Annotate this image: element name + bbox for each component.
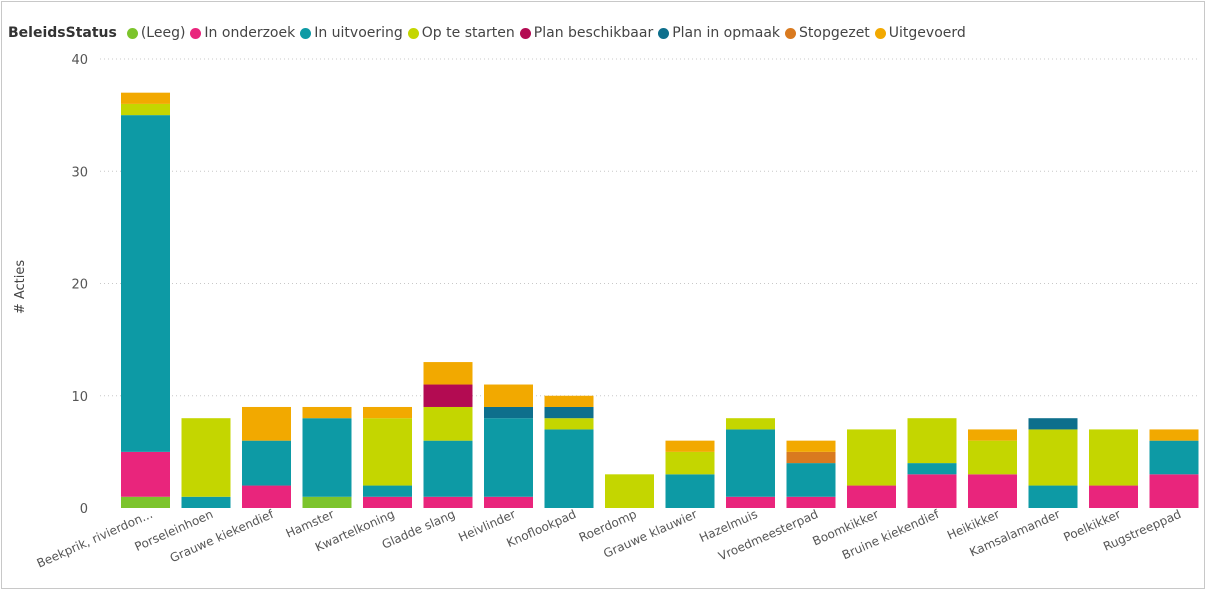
legend-item-in-uitvoering[interactable]: In uitvoering: [300, 25, 403, 41]
y-tick-label: 10: [71, 390, 88, 405]
legend-label: (Leeg): [140, 25, 186, 41]
bar-segment[interactable]: [907, 418, 957, 464]
bar-segment[interactable]: [544, 406, 594, 419]
legend-label: Uitgevoerd: [888, 25, 966, 41]
legend-item-plan-in-opmaak[interactable]: Plan in opmaak: [658, 25, 780, 41]
bar-segment[interactable]: [242, 406, 291, 441]
bar-segment[interactable]: [665, 474, 715, 508]
gridlines: [100, 58, 1198, 397]
bar-segment[interactable]: [121, 92, 170, 104]
bar-segment[interactable]: [181, 418, 231, 497]
x-axis-ticks: Beekprik, rivierdon...PorseleinhoenGrauw…: [35, 507, 1184, 571]
legend-label: Plan in opmaak: [672, 25, 781, 41]
bar-segment[interactable]: [847, 429, 896, 486]
bar-segment[interactable]: [786, 451, 836, 464]
bar-segment[interactable]: [907, 463, 957, 475]
y-axis-label: # Acties: [13, 260, 28, 315]
legend-swatch: [519, 27, 531, 39]
bar-segment[interactable]: [786, 496, 836, 508]
bar-segment[interactable]: [726, 496, 775, 508]
bar-segment[interactable]: [1089, 485, 1138, 508]
bar-segment[interactable]: [121, 103, 170, 116]
bar-segment[interactable]: [544, 429, 594, 508]
bar-segment[interactable]: [786, 440, 836, 452]
x-tick-label: Vroedmeesterpad: [716, 507, 820, 564]
bar-segment[interactable]: [302, 418, 352, 497]
bar-segment[interactable]: [1028, 485, 1078, 508]
bars: [121, 92, 1199, 508]
bar-segment[interactable]: [605, 474, 654, 508]
bar-segment[interactable]: [423, 362, 473, 385]
bar-segment[interactable]: [363, 485, 412, 497]
bar-segment[interactable]: [1028, 418, 1078, 430]
bar-segment[interactable]: [968, 474, 1017, 508]
bar-segment[interactable]: [302, 406, 352, 419]
bar-segment[interactable]: [968, 440, 1017, 475]
bar-segment[interactable]: [484, 496, 533, 508]
y-axis-ticks: 0 10 20 30 40: [71, 53, 88, 517]
bar-segment[interactable]: [1149, 474, 1199, 508]
bar-segment[interactable]: [363, 418, 412, 486]
y-tick-label: 40: [71, 53, 88, 68]
bar-segment[interactable]: [423, 384, 473, 407]
bar-segment[interactable]: [121, 496, 170, 508]
legend-item-leeg[interactable]: (Leeg): [126, 25, 186, 41]
legend-label: Op te starten: [421, 25, 515, 41]
legend-label: In uitvoering: [314, 25, 403, 41]
legend-swatch: [300, 27, 312, 39]
bar-segment[interactable]: [1089, 429, 1138, 486]
legend-label: In onderzoek: [204, 25, 296, 41]
legend: BeleidsStatus (Leeg) In onderzoek In uit…: [8, 23, 971, 43]
y-tick-label: 30: [71, 165, 88, 180]
bar-segment[interactable]: [968, 429, 1017, 441]
bar-segment[interactable]: [423, 406, 473, 441]
bar-segment[interactable]: [544, 418, 594, 430]
y-tick-label: 0: [80, 502, 88, 517]
bar-segment[interactable]: [726, 418, 775, 430]
bar-segment[interactable]: [181, 496, 231, 508]
bar-segment[interactable]: [1149, 429, 1199, 441]
bar-segment[interactable]: [121, 451, 170, 497]
x-tick-label: Knoflookpad: [504, 507, 578, 550]
bar-segment[interactable]: [907, 474, 957, 508]
legend-item-plan-beschikbaar[interactable]: Plan beschikbaar: [519, 25, 654, 41]
bar-segment[interactable]: [1149, 440, 1199, 475]
bar-segment[interactable]: [423, 440, 473, 497]
legend-swatch: [874, 27, 886, 39]
bar-segment[interactable]: [363, 406, 412, 419]
bar-segment[interactable]: [726, 429, 775, 497]
legend-title: BeleidsStatus: [8, 25, 117, 41]
bar-segment[interactable]: [665, 451, 715, 475]
bar-segment[interactable]: [484, 384, 533, 407]
legend-item-stopgezet[interactable]: Stopgezet: [785, 25, 870, 41]
bar-segment[interactable]: [242, 485, 291, 508]
legend-item-in-onderzoek[interactable]: In onderzoek: [190, 25, 295, 41]
bar-segment[interactable]: [484, 418, 533, 497]
bar-segment[interactable]: [847, 485, 896, 508]
legend-swatch: [658, 27, 670, 39]
bar-segment[interactable]: [484, 406, 533, 419]
legend-swatch: [785, 27, 797, 39]
legend-item-uitgevoerd[interactable]: Uitgevoerd: [874, 25, 966, 41]
bar-segment[interactable]: [302, 496, 352, 508]
bar-segment[interactable]: [121, 115, 170, 452]
legend-swatch: [407, 27, 419, 39]
y-tick-label: 20: [71, 278, 88, 293]
bar-segment[interactable]: [242, 440, 291, 486]
x-tick-label: Grauwe kiekendief: [168, 507, 277, 566]
legend-label: Stopgezet: [799, 25, 870, 41]
bar-segment[interactable]: [423, 496, 473, 508]
legend-item-op-te-starten[interactable]: Op te starten: [407, 25, 515, 41]
legend-swatch: [126, 27, 138, 39]
bar-segment[interactable]: [363, 496, 412, 508]
bar-segment[interactable]: [1028, 429, 1078, 486]
bar-segment[interactable]: [544, 395, 594, 407]
bar-segment[interactable]: [786, 463, 836, 497]
legend-swatch: [190, 27, 202, 39]
bar-segment[interactable]: [665, 440, 715, 452]
legend-label: Plan beschikbaar: [533, 25, 654, 41]
